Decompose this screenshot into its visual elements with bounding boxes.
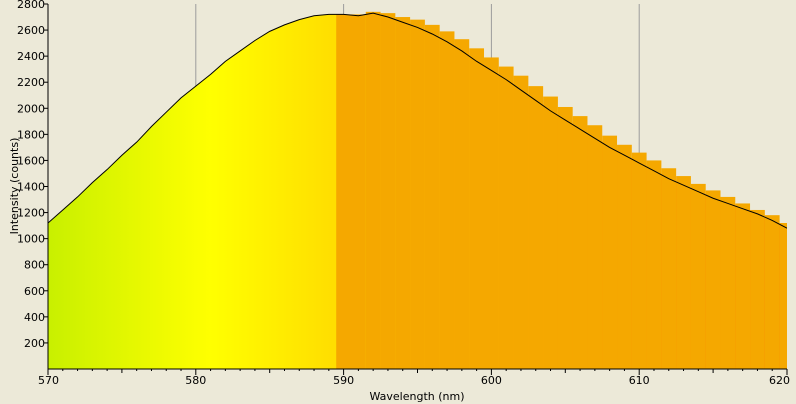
y-tick-label: 1800: [17, 128, 45, 141]
bar-overlay-bar: [454, 39, 470, 369]
bar-overlay-bar: [735, 203, 751, 369]
y-tick-label: 1600: [17, 154, 45, 167]
bar-overlay-bar: [617, 144, 632, 369]
bar-overlay-bar: [484, 57, 499, 369]
x-tick-label: 580: [185, 374, 206, 387]
bar-overlay-bar: [350, 14, 366, 369]
bar-overlay-bar: [439, 31, 455, 369]
y-tick-label: 2400: [17, 50, 45, 63]
bar-overlay-bar: [557, 106, 573, 369]
x-tick-label: 570: [38, 374, 59, 387]
bar-overlay-bar: [690, 183, 706, 369]
bar-overlay-bar: [469, 48, 485, 369]
y-tick-label: 400: [24, 311, 45, 324]
y-axis-title: Intensity (counts): [8, 138, 21, 235]
x-tick-label: 610: [629, 374, 650, 387]
y-axis-ticks: 200 400 600 800 1000 1200 1400 1600 1800 2000 2200…: [17, 0, 48, 350]
bar-overlay-bar: [543, 96, 558, 369]
x-tick-label: 620: [769, 374, 790, 387]
bar-overlay-bar: [336, 14, 351, 369]
bar-overlay-bar: [410, 19, 425, 369]
y-tick-label: 1200: [17, 207, 45, 220]
bar-overlay-bar: [646, 160, 662, 369]
bar-overlay-bar: [572, 116, 588, 369]
bar-overlay-bar: [602, 135, 618, 369]
bar-overlay-bar: [720, 196, 736, 369]
x-axis-title: Wavelength (nm): [369, 390, 464, 403]
y-tick-label: 1400: [17, 181, 45, 194]
bar-overlay-bar: [661, 168, 677, 369]
intensity-series-line: [48, 12, 787, 229]
y-tick-label: 2600: [17, 24, 45, 37]
bar-overlay-bar: [705, 190, 721, 369]
bar-overlay-bar: [764, 215, 780, 369]
bar-overlay-bar: [631, 152, 647, 369]
bar-overlay-bar: [779, 223, 787, 369]
x-axis-ticks: 570 580 590 600 610 620: [38, 369, 790, 387]
bar-overlay-bar: [365, 11, 381, 369]
bar-overlay-bar: [676, 176, 691, 369]
y-tick-label: 800: [24, 259, 45, 272]
y-tick-label: 1000: [17, 233, 45, 246]
y-tick-label: 200: [24, 337, 45, 350]
bar-overlay: [336, 11, 787, 369]
x-tick-label: 590: [333, 374, 354, 387]
bar-overlay-bar: [424, 24, 440, 369]
y-tick-label: 2000: [17, 102, 45, 115]
bar-overlay-bar: [395, 17, 411, 369]
bar-overlay-bar: [513, 75, 529, 369]
y-tick-label: 2200: [17, 76, 45, 89]
bar-overlay-bar: [528, 86, 544, 369]
bar-overlay-bar: [380, 13, 396, 369]
y-tick-label: 600: [24, 285, 45, 298]
bar-overlay-bar: [498, 66, 514, 369]
bar-overlay-bar: [587, 125, 603, 369]
bar-overlay-bar: [750, 209, 765, 369]
y-tick-label: 2800: [17, 0, 45, 11]
x-tick-label: 600: [481, 374, 502, 387]
intensity-line: [48, 12, 787, 229]
